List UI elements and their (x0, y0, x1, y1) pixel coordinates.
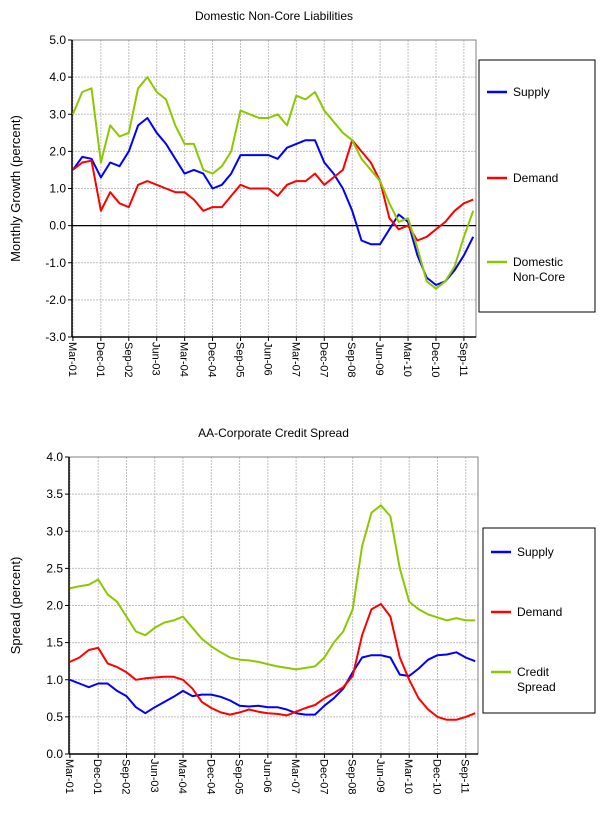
y-tick-label: -2.0 (45, 293, 66, 307)
x-tick-label: Jun-06 (261, 759, 273, 793)
series-line-credit-spread (69, 504, 476, 671)
x-tick-label: Sep-05 (233, 759, 245, 794)
y-tick-label: 2.0 (46, 599, 63, 613)
x-tick-label: Sep-08 (346, 759, 358, 794)
x-tick-label: Jun-09 (373, 342, 385, 376)
x-tick-label: Mar-04 (178, 342, 190, 377)
x-tick-label: Sep-05 (233, 342, 245, 377)
y-tick-label: 4.0 (49, 70, 66, 84)
y-tick-label: 0.0 (49, 219, 66, 233)
x-tick-label: Dec-04 (204, 759, 216, 794)
x-tick-label: Dec-07 (317, 759, 329, 794)
legend-label: Supply (513, 85, 550, 99)
legend-label-line2: Non-Core (513, 270, 565, 284)
x-tick-label: Mar-10 (402, 759, 414, 794)
legend-label: Demand (517, 605, 562, 619)
x-tick-label: Mar-07 (289, 342, 301, 377)
y-tick-label: 1.0 (46, 673, 63, 687)
x-tick-label: Sep-11 (457, 342, 469, 377)
x-tick-label: Mar-01 (63, 759, 75, 794)
series-line-supply (72, 117, 475, 286)
y-tick-label: 4.0 (46, 450, 63, 464)
legend-label: Supply (517, 545, 554, 559)
chart-1: Domestic Non-Core Liabilities 5.0 4.0 3.0 2.… (8, 9, 596, 377)
x-tick-label: Mar-04 (176, 759, 188, 794)
y-tick-label: 5.0 (49, 33, 66, 47)
x-tick-label: Sep-11 (459, 759, 471, 794)
chart-2: AA-Corporate Credit Spread 4.0 3.5 3.0 2.5 2.… (8, 426, 596, 794)
chart-title: AA-Corporate Credit Spread (198, 426, 349, 440)
x-tick-label: Mar-10 (401, 342, 413, 377)
y-axis-label: Spread (percent) (8, 557, 23, 655)
series-line-demand (72, 139, 474, 242)
legend-box (478, 59, 596, 313)
y-tick-label: 2.5 (46, 561, 63, 575)
x-tick-label: Dec-01 (94, 342, 106, 377)
x-tick-label: Sep-08 (345, 342, 357, 377)
x-tick-label: Sep-02 (119, 759, 131, 794)
y-tick-label: -1.0 (45, 256, 66, 270)
y-tick-label: -3.0 (45, 330, 66, 344)
x-tick-label: Dec-01 (91, 759, 103, 794)
series-line-supply (69, 651, 476, 716)
x-tick-label: Jun-03 (148, 759, 160, 793)
legend-label: Demand (513, 171, 558, 185)
y-tick-label: 3.5 (46, 487, 63, 501)
x-tick-label: Dec-10 (430, 759, 442, 794)
x-tick-label: Mar-01 (66, 342, 78, 377)
x-tick-label: Dec-04 (206, 342, 218, 377)
x-tick-label: Sep-02 (122, 342, 134, 377)
legend-box (482, 527, 596, 714)
x-tick-label: Jun-03 (150, 342, 162, 376)
y-tick-label: 3.0 (49, 107, 66, 121)
legend-label: Domestic (513, 255, 563, 269)
y-tick-label: 1.5 (46, 636, 63, 650)
x-tick-label: Mar-07 (289, 759, 301, 794)
legend-label: Credit (517, 665, 550, 679)
x-tick-label: Dec-07 (317, 342, 329, 377)
y-tick-label: 3.0 (46, 524, 63, 538)
series-line-demand (69, 603, 476, 721)
series-line-domestic-non-core (71, 76, 475, 290)
y-tick-label: 0.0 (46, 747, 63, 761)
legend-label-line2: Spread (517, 680, 556, 694)
y-tick-label: 2.0 (49, 144, 66, 158)
y-tick-label: 0.5 (46, 710, 63, 724)
y-tick-label: 1.0 (49, 182, 66, 196)
y-axis-label: Monthly Growth (percent) (8, 115, 23, 262)
x-tick-label: Jun-09 (374, 759, 386, 793)
x-tick-label: Jun-06 (261, 342, 273, 376)
chart-title: Domestic Non-Core Liabilities (195, 9, 353, 23)
x-tick-label: Dec-10 (429, 342, 441, 377)
